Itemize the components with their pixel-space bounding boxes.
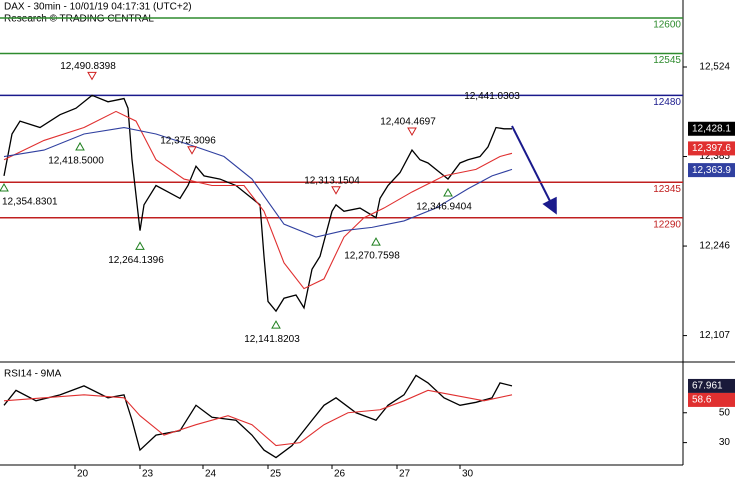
high-marker bbox=[187, 146, 197, 155]
level-label: 12290 bbox=[653, 219, 681, 230]
forecast-arrow bbox=[511, 125, 557, 215]
annotation-label: 12,270.7598 bbox=[344, 251, 400, 262]
x-tick-label: 25 bbox=[270, 469, 282, 480]
low-marker bbox=[75, 141, 85, 151]
annotation-label: 12,141.8203 bbox=[244, 334, 300, 345]
annotation-label: 12,354.8301 bbox=[2, 197, 58, 208]
price-tag bbox=[688, 392, 735, 407]
chart-title: DAX - 30min - 10/01/19 04:17:31 (UTC+2) bbox=[4, 2, 192, 13]
x-tick-label: 24 bbox=[205, 469, 217, 480]
annotation-label: 12,441.0303 bbox=[464, 91, 520, 102]
price-tag bbox=[688, 378, 735, 393]
annotation-label: 12,404.4697 bbox=[380, 117, 436, 128]
series-line bbox=[3, 94, 512, 313]
series-line bbox=[3, 389, 513, 447]
high-marker bbox=[331, 186, 341, 195]
y-tick-label: 12,107 bbox=[699, 330, 730, 341]
low-marker bbox=[0, 182, 9, 192]
annotation-label: 12,346.9404 bbox=[416, 202, 472, 213]
price-tag-label: 58.6 bbox=[692, 395, 712, 406]
level-label: 12600 bbox=[653, 20, 681, 31]
annotation-label: 12,264.1396 bbox=[108, 255, 164, 266]
y-tick-label: 12,524 bbox=[699, 62, 730, 73]
price-tag bbox=[688, 141, 735, 156]
high-marker bbox=[87, 71, 97, 81]
series-line bbox=[3, 110, 513, 290]
y-tick-label: 12,385 bbox=[699, 151, 730, 162]
x-tick-label: 20 bbox=[77, 469, 89, 480]
price-tag-label: 12,397.6 bbox=[692, 143, 731, 154]
x-tick-label: 30 bbox=[462, 469, 474, 480]
annotation-label: 12,418.5000 bbox=[48, 156, 104, 167]
price-tag-label: 67.961 bbox=[692, 381, 723, 392]
price-tag bbox=[688, 121, 735, 136]
price-tag bbox=[688, 163, 735, 178]
chart-subtitle: Research © TRADING CENTRAL bbox=[4, 14, 154, 25]
x-tick-label: 26 bbox=[334, 469, 346, 480]
annotation-label: 12,490.8398 bbox=[60, 61, 116, 72]
price-tag-label: 12,363.9 bbox=[692, 165, 731, 176]
low-marker bbox=[443, 188, 453, 197]
level-label: 12480 bbox=[653, 97, 681, 108]
annotation-label: 12,313.1504 bbox=[304, 175, 360, 186]
level-label: 12345 bbox=[653, 184, 681, 195]
x-tick-label: 23 bbox=[142, 469, 154, 480]
level-label: 12545 bbox=[653, 55, 681, 66]
rsi-title: RSI14 - 9MA bbox=[4, 369, 62, 380]
y-tick-label: 50 bbox=[719, 407, 731, 418]
high-marker bbox=[407, 127, 417, 136]
low-marker bbox=[271, 320, 281, 329]
series-line bbox=[3, 126, 513, 238]
y-tick-label: 30 bbox=[719, 437, 731, 448]
low-marker bbox=[371, 237, 381, 246]
x-tick-label: 27 bbox=[399, 469, 411, 480]
low-marker bbox=[135, 241, 145, 250]
price-tag-label: 12,428.1 bbox=[692, 123, 731, 134]
annotation-label: 12,375.3096 bbox=[160, 135, 216, 146]
y-tick-label: 12,246 bbox=[699, 241, 730, 252]
